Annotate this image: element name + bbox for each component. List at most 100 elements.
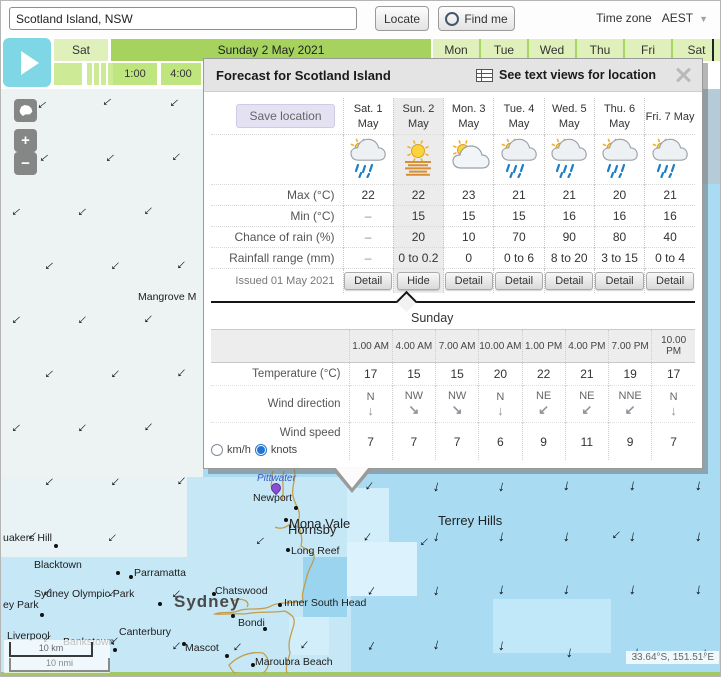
timeline-day-mon[interactable]: Mon — [433, 39, 479, 61]
place-dot — [294, 506, 298, 510]
map-cell — [493, 599, 611, 653]
weather-icon-shower — [342, 134, 394, 185]
rainfall-range-value: 0 to 4 — [644, 247, 695, 269]
find-me-button[interactable]: Find me — [438, 6, 515, 31]
map-home-button[interactable] — [14, 99, 37, 122]
map-label: Chatswood — [215, 585, 268, 597]
detail-button[interactable]: Detail — [595, 272, 644, 291]
map-label: Long Reef — [291, 545, 340, 557]
place-dot — [225, 654, 229, 658]
temperature-value: 15 — [391, 362, 436, 386]
timeline-day-thu[interactable]: Thu — [577, 39, 623, 61]
wind-direction-value: NNE ↙ — [607, 385, 652, 423]
min-value: 15 — [392, 205, 444, 227]
zoom-in-button[interactable]: + — [14, 129, 37, 152]
map-label: Sydney Olympic Park — [34, 588, 135, 600]
detail-divider — [211, 291, 695, 313]
max-value: 21 — [644, 184, 695, 206]
timeline-day-tue[interactable]: Tue — [481, 39, 527, 61]
wind-direction-arrow-icon: ↙ — [538, 402, 550, 418]
place-dot — [263, 627, 267, 631]
rain-chance-value: 40 — [644, 226, 695, 248]
timeline-cursor[interactable] — [712, 39, 714, 61]
wind-direction-arrow-icon: ↓ — [367, 402, 374, 418]
see-text-views-link[interactable]: See text views for location — [476, 68, 656, 82]
wind-speed-value: 7 — [651, 422, 695, 461]
temperature-value: 15 — [434, 362, 479, 386]
day-header[interactable]: Mon. 3 May — [443, 98, 494, 135]
save-location-button[interactable]: Save location — [236, 104, 335, 129]
hour-header: 1.00 AM — [348, 329, 393, 364]
timezone-select[interactable]: AEST ▼ — [661, 11, 708, 25]
detail-cell: Detail — [342, 268, 394, 294]
timeline-tick[interactable] — [94, 63, 99, 85]
wind-direction-value: NE ↙ — [521, 385, 566, 423]
detail-cell: Detail — [443, 268, 494, 294]
temperature-value: 17 — [651, 362, 695, 386]
rainfall-range-value: 3 to 15 — [593, 247, 645, 269]
wind-speed-value: 9 — [521, 422, 566, 461]
day-header[interactable]: Fri. 7 May — [644, 98, 695, 135]
wind-speed-value: 6 — [478, 422, 522, 461]
place-dot — [54, 544, 58, 548]
hour-header: 1.00 PM — [521, 329, 566, 364]
timeline-day-wed[interactable]: Wed — [529, 39, 575, 61]
map-label: Parramatta — [134, 567, 186, 579]
min-value: 16 — [593, 205, 645, 227]
detail-button[interactable]: Detail — [545, 272, 594, 291]
timeline-tick[interactable] — [101, 63, 106, 85]
zoom-out-button[interactable]: − — [14, 152, 37, 175]
day-header[interactable]: Thu. 6 May — [593, 98, 645, 135]
weather-icon-shower — [543, 134, 595, 185]
hide-button[interactable]: Hide — [397, 272, 440, 291]
detail-button[interactable]: Detail — [444, 272, 493, 291]
search-input[interactable] — [9, 7, 357, 30]
locate-button[interactable]: Locate — [375, 6, 429, 31]
close-icon[interactable] — [672, 64, 694, 86]
empty-cell — [211, 329, 349, 364]
see-text-views-label: See text views for location — [499, 68, 656, 82]
wind-direction-arrow-icon: ↓ — [497, 402, 504, 418]
knots-label: knots — [270, 444, 298, 457]
kmh-radio[interactable] — [211, 444, 223, 457]
timeline-segment[interactable] — [54, 63, 82, 85]
map-label: Hornsby — [288, 522, 337, 537]
knots-radio[interactable] — [254, 444, 267, 457]
day-header[interactable]: Sat. 1 May — [342, 98, 394, 135]
day-header[interactable]: Tue. 4 May — [493, 98, 545, 135]
day-header[interactable]: Sun. 2 May — [392, 98, 444, 135]
rain-chance-value: 20 — [392, 226, 444, 248]
temperature-value: 19 — [607, 362, 652, 386]
detail-button[interactable]: Detail — [344, 272, 393, 291]
detail-button[interactable]: Detail — [646, 272, 695, 291]
map-label: Newport — [253, 492, 293, 504]
timeline-tick[interactable] — [108, 63, 113, 85]
find-me-icon — [445, 11, 460, 26]
place-dot — [40, 613, 44, 617]
timeline-time-1[interactable]: 1:00 — [113, 63, 157, 85]
wind-direction-value: N ↓ — [478, 385, 522, 423]
play-button[interactable] — [3, 38, 51, 87]
hourly-table: 1.00 AM 4.00 AM 7.00 AM 10.00 AM 1.00 PM 4.00… — [211, 329, 695, 461]
bottom-strip — [1, 672, 720, 676]
timeline-day-sat-prev[interactable]: Sat — [54, 39, 108, 61]
day-header[interactable]: Wed. 5 May — [543, 98, 595, 135]
max-value: 21 — [543, 184, 595, 206]
timeline-tick[interactable] — [87, 63, 92, 85]
detail-button[interactable]: Detail — [494, 272, 544, 291]
map-label: Pittwater — [257, 473, 296, 484]
max-value: 21 — [493, 184, 545, 206]
rainfall-range-value: 0 to 6 — [493, 247, 545, 269]
wind-speed-value: 7 — [391, 422, 436, 461]
timeline-day-sat[interactable]: Sat — [673, 39, 720, 61]
max-value: 22 — [342, 184, 394, 206]
place-dot — [113, 648, 117, 652]
min-value: – — [342, 205, 394, 227]
timeline-day-current[interactable]: Sunday 2 May 2021 — [111, 39, 431, 61]
map-label: Blacktown — [34, 559, 82, 571]
map-label: Liverpool — [7, 630, 50, 642]
timeline-time-2[interactable]: 4:00 — [161, 63, 201, 85]
hour-header: 10.00 AM — [478, 329, 522, 364]
timeline-day-fri[interactable]: Fri — [625, 39, 671, 61]
